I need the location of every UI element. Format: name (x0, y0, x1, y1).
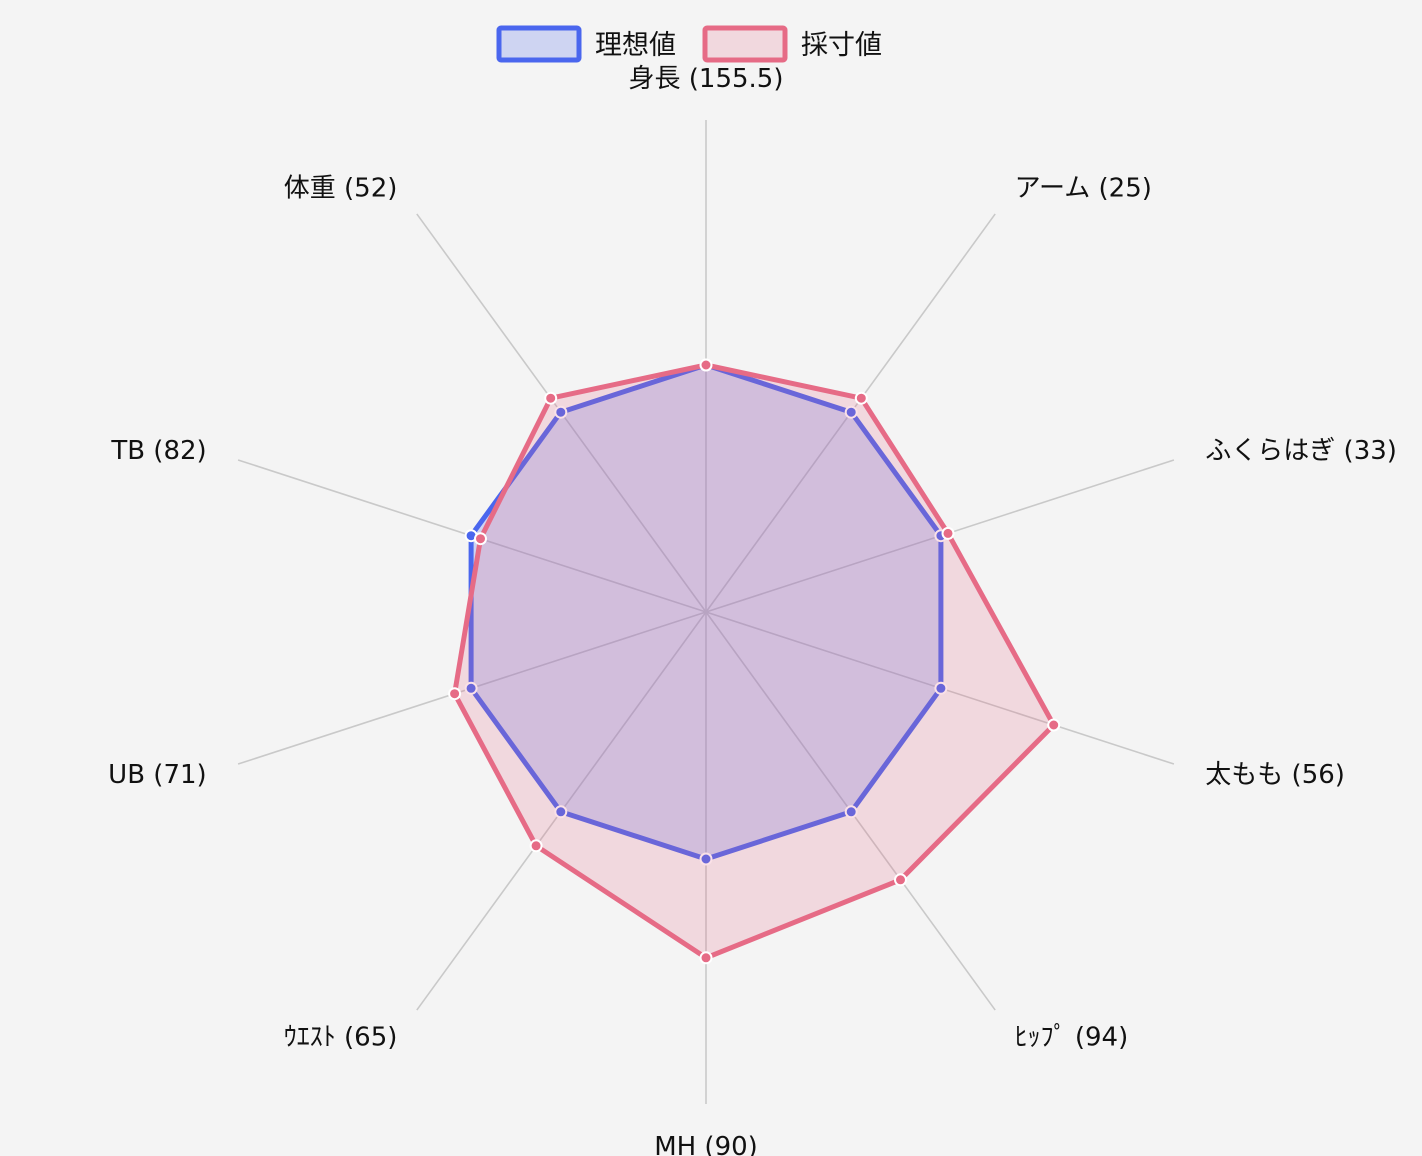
data-point[interactable] (699, 951, 713, 965)
data-point[interactable] (554, 405, 568, 419)
data-point[interactable] (474, 532, 487, 546)
axis-label: アーム (25) (1015, 173, 1152, 203)
legend-label-ideal: 理想値 (595, 30, 676, 61)
axis-label: 体重 (52) (284, 173, 398, 203)
axis-label: ふくらはぎ (33) (1205, 436, 1397, 466)
data-point[interactable] (1047, 718, 1061, 732)
legend-item-ideal[interactable]: 理想値 (496, 25, 676, 63)
data-point[interactable] (894, 873, 907, 887)
legend-item-measured[interactable]: 採寸値 (702, 25, 882, 63)
axis-label: ｳｴｽﾄ (65) (284, 1023, 398, 1053)
data-point[interactable] (699, 852, 713, 866)
data-point[interactable] (699, 358, 713, 372)
data-point[interactable] (544, 391, 558, 405)
legend: 理想値 採寸値 (496, 25, 882, 63)
data-point[interactable] (464, 681, 478, 695)
axis-label: UB (71) (108, 760, 207, 790)
series-1 (448, 358, 1061, 965)
legend-swatch-ideal (496, 25, 582, 63)
legend-label-measured: 採寸値 (801, 30, 882, 61)
axis-label: 太もも (56) (1205, 760, 1345, 790)
data-point[interactable] (554, 805, 568, 819)
axis-label: 身長 (155.5) (629, 64, 784, 94)
axis-label: MH (90) (654, 1132, 758, 1156)
axis-label: ﾋｯﾌﾟ (94) (1015, 1023, 1129, 1053)
data-point[interactable] (448, 687, 462, 701)
series-layer (448, 358, 1061, 965)
data-point[interactable] (941, 526, 955, 540)
data-point[interactable] (844, 805, 858, 819)
data-point[interactable] (934, 681, 948, 695)
data-point[interactable] (854, 391, 868, 405)
axis-labels: 身長 (155.5) アーム (25) ふくらはぎ (33) 太もも (56) ﾋｯﾌﾟ… (108, 64, 1397, 1156)
data-point[interactable] (844, 405, 858, 419)
legend-swatch-measured (702, 25, 788, 63)
data-point[interactable] (529, 839, 543, 853)
series-area (452, 362, 1057, 961)
axis-label: TB (82) (110, 436, 206, 466)
